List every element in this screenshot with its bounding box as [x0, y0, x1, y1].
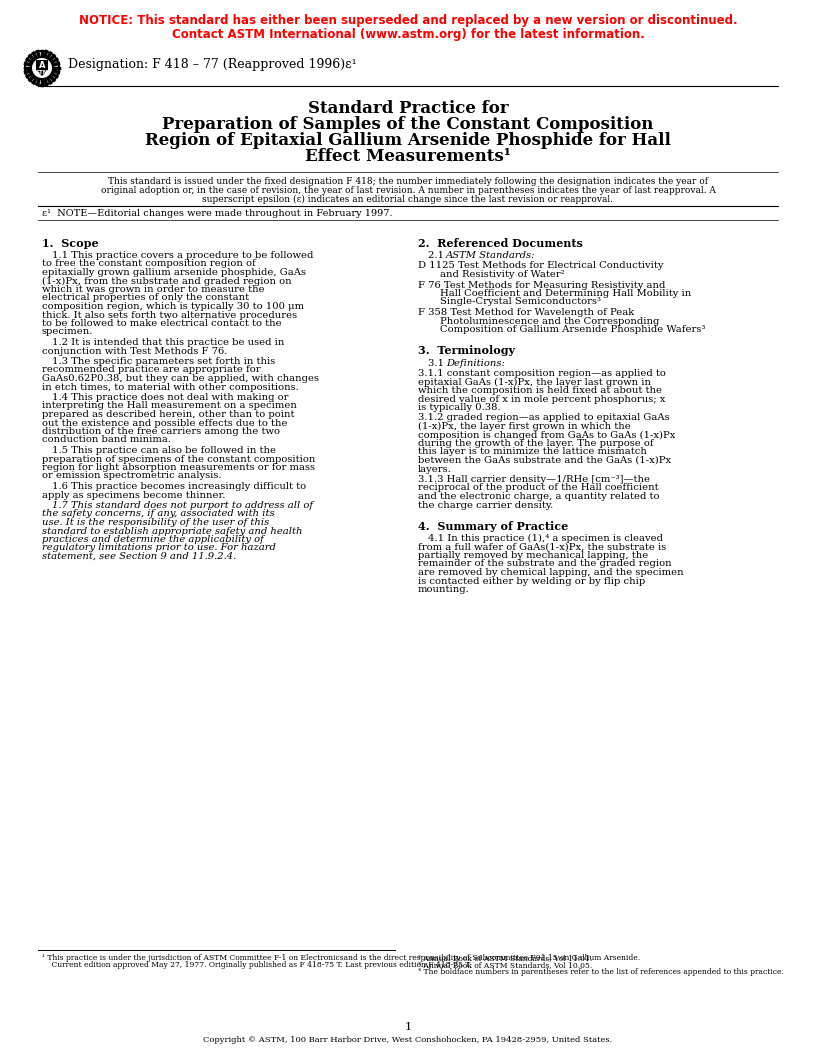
- Text: 1.2 It is intended that this practice be used in: 1.2 It is intended that this practice be…: [52, 338, 284, 347]
- Text: Current edition approved May 27, 1977. Originally published as F 418-75 T. Last : Current edition approved May 27, 1977. O…: [42, 961, 472, 969]
- Text: is typically 0.38.: is typically 0.38.: [418, 403, 501, 412]
- Text: and the electronic charge, a quantity related to: and the electronic charge, a quantity re…: [418, 492, 659, 501]
- Text: during the growth of the layer. The purpose of: during the growth of the layer. The purp…: [418, 439, 654, 448]
- Text: distribution of the free carriers among the two: distribution of the free carriers among …: [42, 427, 280, 436]
- Text: 3.1.1 constant composition region—as applied to: 3.1.1 constant composition region—as app…: [418, 369, 666, 378]
- Text: electrical properties of only the constant: electrical properties of only the consta…: [42, 294, 249, 302]
- Text: conjunction with Test Methods F 76.: conjunction with Test Methods F 76.: [42, 346, 228, 356]
- Text: D 1125 Test Methods for Electrical Conductivity: D 1125 Test Methods for Electrical Condu…: [418, 262, 663, 270]
- Text: the safety concerns, if any, associated with its: the safety concerns, if any, associated …: [42, 509, 275, 518]
- Text: ¹ This practice is under the jurisdiction of ASTM Committee F-1 on Electronicsan: ¹ This practice is under the jurisdictio…: [42, 954, 640, 962]
- Circle shape: [32, 58, 52, 78]
- Text: ² Annual Book of ASTM Standards, Vol 11.01.: ² Annual Book of ASTM Standards, Vol 11.…: [418, 954, 592, 962]
- Text: (1-x)Px, from the substrate and graded region on: (1-x)Px, from the substrate and graded r…: [42, 277, 291, 285]
- Text: 1.3 The specific parameters set forth in this: 1.3 The specific parameters set forth in…: [52, 357, 275, 366]
- Text: recommended practice are appropriate for: recommended practice are appropriate for: [42, 365, 260, 375]
- Text: this layer is to minimize the lattice mismatch: this layer is to minimize the lattice mi…: [418, 448, 647, 456]
- Text: regulatory limitations prior to use. For hazard: regulatory limitations prior to use. For…: [42, 544, 276, 552]
- Text: epitaxial GaAs (1-x)Px, the layer last grown in: epitaxial GaAs (1-x)Px, the layer last g…: [418, 377, 651, 386]
- Text: remainder of the substrate and the graded region: remainder of the substrate and the grade…: [418, 560, 672, 568]
- Text: 2.  Referenced Documents: 2. Referenced Documents: [418, 238, 583, 249]
- Text: Photoluminescence and the Corresponding: Photoluminescence and the Corresponding: [440, 317, 659, 325]
- Text: Region of Epitaxial Gallium Arsenide Phosphide for Hall: Region of Epitaxial Gallium Arsenide Pho…: [145, 132, 671, 149]
- Text: practices and determine the applicability of: practices and determine the applicabilit…: [42, 535, 264, 544]
- Text: A: A: [38, 61, 45, 71]
- Text: ³ Annual Book of ASTM Standards, Vol 10.05.: ³ Annual Book of ASTM Standards, Vol 10.…: [418, 961, 592, 969]
- Text: GaAs0.62P0.38, but they can be applied, with changes: GaAs0.62P0.38, but they can be applied, …: [42, 374, 319, 383]
- Text: standard to establish appropriate safety and health: standard to establish appropriate safety…: [42, 527, 303, 535]
- Text: 1: 1: [405, 1022, 411, 1032]
- Text: F 358 Test Method for Wavelength of Peak: F 358 Test Method for Wavelength of Peak: [418, 308, 634, 317]
- Text: 3.  Terminology: 3. Terminology: [418, 345, 515, 357]
- Text: from a full wafer of GaAs(1-x)Px, the substrate is: from a full wafer of GaAs(1-x)Px, the su…: [418, 543, 666, 551]
- Text: ⁴ The boldface numbers in parentheses refer to the list of references appended t: ⁴ The boldface numbers in parentheses re…: [418, 968, 784, 976]
- Text: Effect Measurements¹: Effect Measurements¹: [305, 148, 511, 165]
- Text: Definitions:: Definitions:: [446, 358, 505, 367]
- Text: 4.  Summary of Practice: 4. Summary of Practice: [418, 521, 568, 532]
- Text: 1.  Scope: 1. Scope: [42, 238, 99, 249]
- Text: original adoption or, in the case of revision, the year of last revision. A numb: original adoption or, in the case of rev…: [100, 186, 716, 195]
- Text: 3.1.2 graded region—as applied to epitaxial GaAs: 3.1.2 graded region—as applied to epitax…: [418, 414, 670, 422]
- Text: specimen.: specimen.: [42, 327, 93, 337]
- Text: 2.1: 2.1: [428, 251, 450, 260]
- Text: This standard is issued under the fixed designation F 418; the number immediatel: This standard is issued under the fixed …: [108, 177, 708, 186]
- Text: to be followed to make electrical contact to the: to be followed to make electrical contac…: [42, 319, 282, 328]
- Text: composition region, which is typically 30 to 100 μm: composition region, which is typically 3…: [42, 302, 304, 312]
- Text: preparation of specimens of the constant composition: preparation of specimens of the constant…: [42, 454, 315, 464]
- Text: 3.1: 3.1: [428, 358, 450, 367]
- Text: apply as specimens become thinner.: apply as specimens become thinner.: [42, 490, 225, 499]
- Polygon shape: [36, 60, 48, 76]
- Text: layers.: layers.: [418, 465, 452, 473]
- Text: 1.5 This practice can also be followed in the: 1.5 This practice can also be followed i…: [52, 446, 276, 455]
- Text: (1-x)Px, the layer first grown in which the: (1-x)Px, the layer first grown in which …: [418, 422, 631, 431]
- Text: reciprocal of the product of the Hall coefficient: reciprocal of the product of the Hall co…: [418, 484, 659, 492]
- Text: ε¹  NOTE—Editorial changes were made throughout in February 1997.: ε¹ NOTE—Editorial changes were made thro…: [42, 209, 392, 218]
- Text: or emission spectrometric analysis.: or emission spectrometric analysis.: [42, 471, 221, 480]
- Text: Single-Crystal Semiconductors³: Single-Crystal Semiconductors³: [440, 298, 601, 306]
- Text: ASTM Standards:: ASTM Standards:: [446, 251, 535, 260]
- Text: and Resistivity of Water²: and Resistivity of Water²: [440, 270, 565, 279]
- Text: prepared as described herein, other than to point: prepared as described herein, other than…: [42, 410, 295, 419]
- Text: F 76 Test Methods for Measuring Resistivity and: F 76 Test Methods for Measuring Resistiv…: [418, 281, 665, 289]
- Text: region for light absorption measurements or for mass: region for light absorption measurements…: [42, 463, 315, 472]
- Text: Preparation of Samples of the Constant Composition: Preparation of Samples of the Constant C…: [162, 116, 654, 133]
- Text: are removed by chemical lapping, and the specimen: are removed by chemical lapping, and the…: [418, 568, 684, 577]
- Text: mounting.: mounting.: [418, 585, 470, 593]
- Text: which the composition is held fixed at about the: which the composition is held fixed at a…: [418, 386, 662, 395]
- Text: to free the constant composition region of: to free the constant composition region …: [42, 260, 255, 268]
- Text: statement, see Section 9 and 11.9.2.4.: statement, see Section 9 and 11.9.2.4.: [42, 552, 237, 561]
- Text: 1.7 This standard does not purport to address all of: 1.7 This standard does not purport to ad…: [52, 501, 313, 510]
- Text: superscript epsilon (ε) indicates an editorial change since the last revision or: superscript epsilon (ε) indicates an edi…: [202, 195, 614, 204]
- Text: Composition of Gallium Arsenide Phosphide Wafers³: Composition of Gallium Arsenide Phosphid…: [440, 325, 705, 334]
- Text: 1.1 This practice covers a procedure to be followed: 1.1 This practice covers a procedure to …: [52, 251, 313, 260]
- Text: Designation: F 418 – 77 (Reapproved 1996)ε¹: Designation: F 418 – 77 (Reapproved 1996…: [68, 58, 357, 71]
- Text: use. It is the responsibility of the user of this: use. It is the responsibility of the use…: [42, 518, 269, 527]
- Text: desired value of x in mole percent phosphorus; x: desired value of x in mole percent phosp…: [418, 395, 665, 403]
- Text: between the GaAs substrate and the GaAs (1-x)Px: between the GaAs substrate and the GaAs …: [418, 456, 671, 465]
- Text: STM: STM: [35, 70, 49, 75]
- Text: Hall Coefficient and Determining Hall Mobility in: Hall Coefficient and Determining Hall Mo…: [440, 289, 691, 298]
- Text: partially removed by mechanical lapping, the: partially removed by mechanical lapping,…: [418, 551, 648, 560]
- Text: Contact ASTM International (www.astm.org) for the latest information.: Contact ASTM International (www.astm.org…: [171, 29, 645, 41]
- Text: Copyright © ASTM, 100 Barr Harbor Drive, West Conshohocken, PA 19428-2959, Unite: Copyright © ASTM, 100 Barr Harbor Drive,…: [203, 1036, 613, 1044]
- Text: which it was grown in order to measure the: which it was grown in order to measure t…: [42, 285, 264, 294]
- Text: thick. It also sets forth two alternative procedures: thick. It also sets forth two alternativ…: [42, 310, 297, 320]
- Text: 1.6 This practice becomes increasingly difficult to: 1.6 This practice becomes increasingly d…: [52, 482, 306, 491]
- Text: interpreting the Hall measurement on a specimen: interpreting the Hall measurement on a s…: [42, 401, 297, 411]
- Text: the charge carrier density.: the charge carrier density.: [418, 501, 553, 509]
- Text: NOTICE: This standard has either been superseded and replaced by a new version o: NOTICE: This standard has either been su…: [78, 14, 738, 27]
- Text: 4.1 In this practice (1),⁴ a specimen is cleaved: 4.1 In this practice (1),⁴ a specimen is…: [428, 534, 663, 543]
- Text: epitaxially grown gallium arsenide phosphide, GaAs: epitaxially grown gallium arsenide phosp…: [42, 268, 306, 277]
- Text: in etch times, to material with other compositions.: in etch times, to material with other co…: [42, 382, 299, 392]
- Text: is contacted either by welding or by flip chip: is contacted either by welding or by fli…: [418, 577, 645, 585]
- Text: composition is changed from GaAs to GaAs (1-x)Px: composition is changed from GaAs to GaAs…: [418, 431, 676, 439]
- Text: 3.1.3 Hall carrier density—1/RHe [cm⁻³]—the: 3.1.3 Hall carrier density—1/RHe [cm⁻³]—…: [418, 475, 650, 484]
- Text: conduction band minima.: conduction band minima.: [42, 435, 171, 445]
- Text: 1.4 This practice does not deal with making or: 1.4 This practice does not deal with mak…: [52, 393, 289, 402]
- Text: out the existence and possible effects due to the: out the existence and possible effects d…: [42, 418, 287, 428]
- Circle shape: [30, 56, 54, 80]
- Text: Standard Practice for: Standard Practice for: [308, 100, 508, 117]
